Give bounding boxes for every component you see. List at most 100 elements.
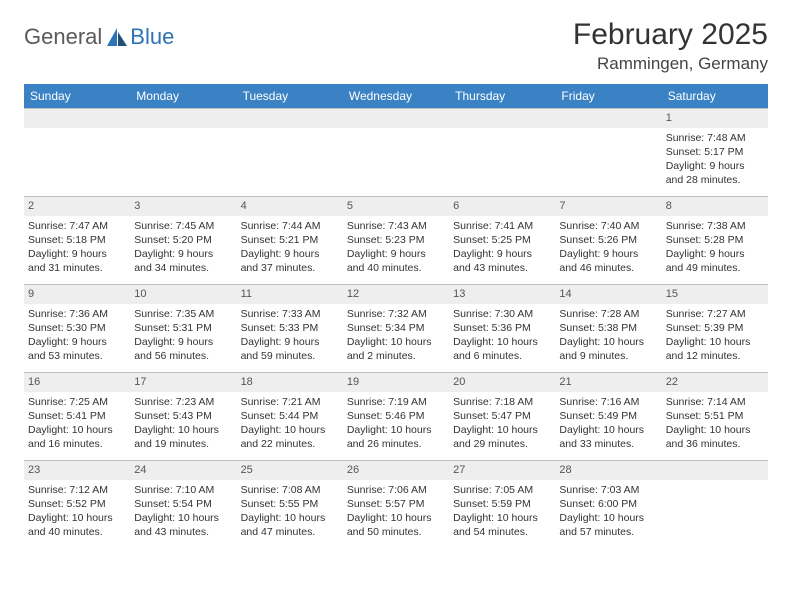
day-info-line: Daylight: 9 hours and 59 minutes. xyxy=(241,335,339,363)
day-info-line: Sunset: 5:34 PM xyxy=(347,321,445,335)
day-info-line: Sunrise: 7:41 AM xyxy=(453,219,551,233)
day-info-line: Daylight: 9 hours and 37 minutes. xyxy=(241,247,339,275)
day-number: 5 xyxy=(343,197,449,216)
day-info-line: Daylight: 10 hours and 22 minutes. xyxy=(241,423,339,451)
day-info-line: Daylight: 10 hours and 33 minutes. xyxy=(559,423,657,451)
day-info-line: Daylight: 9 hours and 49 minutes. xyxy=(666,247,764,275)
weekday-header: Thursday xyxy=(449,84,555,108)
day-info-line: Daylight: 9 hours and 43 minutes. xyxy=(453,247,551,275)
day-number xyxy=(237,109,343,128)
month-title: February 2025 xyxy=(573,18,768,52)
day-number: 25 xyxy=(237,461,343,480)
day-info-line: Sunset: 5:52 PM xyxy=(28,497,126,511)
day-info-line: Sunset: 5:36 PM xyxy=(453,321,551,335)
day-info-line: Sunset: 5:21 PM xyxy=(241,233,339,247)
day-info-line: Sunset: 5:43 PM xyxy=(134,409,232,423)
day-info-line: Sunset: 5:33 PM xyxy=(241,321,339,335)
day-info-line: Daylight: 10 hours and 43 minutes. xyxy=(134,511,232,539)
day-info-line: Sunrise: 7:16 AM xyxy=(559,395,657,409)
day-cell xyxy=(343,109,449,196)
day-info-line: Sunrise: 7:27 AM xyxy=(666,307,764,321)
day-number: 12 xyxy=(343,285,449,304)
day-cell: 20Sunrise: 7:18 AMSunset: 5:47 PMDayligh… xyxy=(449,373,555,460)
day-info-line: Daylight: 10 hours and 26 minutes. xyxy=(347,423,445,451)
day-cell: 11Sunrise: 7:33 AMSunset: 5:33 PMDayligh… xyxy=(237,285,343,372)
day-number: 18 xyxy=(237,373,343,392)
day-info-line: Sunrise: 7:36 AM xyxy=(28,307,126,321)
calendar-page: General Blue February 2025 Rammingen, Ge… xyxy=(0,0,792,548)
logo-text-general: General xyxy=(24,24,102,50)
week-row: 23Sunrise: 7:12 AMSunset: 5:52 PMDayligh… xyxy=(24,460,768,548)
day-info-line: Sunset: 5:57 PM xyxy=(347,497,445,511)
day-info-line: Sunset: 5:49 PM xyxy=(559,409,657,423)
day-info-line: Sunset: 5:41 PM xyxy=(28,409,126,423)
day-cell: 25 Sunrise: 7:08 AMSunset: 5:55 PMDayligh… xyxy=(237,461,343,548)
day-number: 1 xyxy=(662,109,768,128)
day-info-line: Sunset: 5:20 PM xyxy=(134,233,232,247)
title-block: February 2025 Rammingen, Germany xyxy=(573,18,768,74)
day-info-line: Sunrise: 7:25 AM xyxy=(28,395,126,409)
day-info-line: Sunrise: 7:14 AM xyxy=(666,395,764,409)
day-info-line: Daylight: 10 hours and 19 minutes. xyxy=(134,423,232,451)
logo: General Blue xyxy=(24,24,174,50)
day-number: 6 xyxy=(449,197,555,216)
day-number: 17 xyxy=(130,373,236,392)
day-number xyxy=(662,461,768,480)
day-info-line: Sunset: 5:47 PM xyxy=(453,409,551,423)
day-cell xyxy=(237,109,343,196)
day-info-line: Sunrise: 7:30 AM xyxy=(453,307,551,321)
day-info-line: Sunrise: 7:47 AM xyxy=(28,219,126,233)
day-number: 3 xyxy=(130,197,236,216)
day-number xyxy=(24,109,130,128)
day-cell: 8Sunrise: 7:38 AMSunset: 5:28 PMDaylight… xyxy=(662,197,768,284)
day-info-line: Daylight: 10 hours and 47 minutes. xyxy=(241,511,339,539)
day-info-line: Daylight: 9 hours and 56 minutes. xyxy=(134,335,232,363)
weekday-header: Saturday xyxy=(662,84,768,108)
day-info-line: Daylight: 10 hours and 57 minutes. xyxy=(559,511,657,539)
day-info-line: Daylight: 10 hours and 6 minutes. xyxy=(453,335,551,363)
day-info-line: Sunset: 5:51 PM xyxy=(666,409,764,423)
calendar-grid: Sunday Monday Tuesday Wednesday Thursday… xyxy=(24,84,768,548)
day-info-line: Sunset: 5:23 PM xyxy=(347,233,445,247)
weekday-header: Wednesday xyxy=(343,84,449,108)
day-number xyxy=(449,109,555,128)
day-number xyxy=(343,109,449,128)
day-info-line: Daylight: 10 hours and 16 minutes. xyxy=(28,423,126,451)
day-info-line: Sunrise: 7:33 AM xyxy=(241,307,339,321)
day-info-line: Sunrise: 7:05 AM xyxy=(453,483,551,497)
day-number: 9 xyxy=(24,285,130,304)
weekday-header: Friday xyxy=(555,84,661,108)
day-cell: 19Sunrise: 7:19 AMSunset: 5:46 PMDayligh… xyxy=(343,373,449,460)
day-info-line: Sunset: 5:26 PM xyxy=(559,233,657,247)
day-info-line: Sunrise: 7:08 AM xyxy=(241,483,339,497)
day-info-line: Sunset: 5:44 PM xyxy=(241,409,339,423)
day-cell: 26 Sunrise: 7:06 AMSunset: 5:57 PMDayligh… xyxy=(343,461,449,548)
day-info-line: Sunrise: 7:40 AM xyxy=(559,219,657,233)
day-cell: 18Sunrise: 7:21 AMSunset: 5:44 PMDayligh… xyxy=(237,373,343,460)
day-cell xyxy=(24,109,130,196)
day-cell xyxy=(662,461,768,548)
day-info-line: Daylight: 9 hours and 46 minutes. xyxy=(559,247,657,275)
day-cell: 9Sunrise: 7:36 AMSunset: 5:30 PMDaylight… xyxy=(24,285,130,372)
day-info-line: Sunrise: 7:10 AM xyxy=(134,483,232,497)
weekday-header: Monday xyxy=(130,84,236,108)
day-info-line: Sunset: 5:55 PM xyxy=(241,497,339,511)
week-row: 1Sunrise: 7:48 AMSunset: 5:17 PMDaylight… xyxy=(24,108,768,196)
day-info-line: Daylight: 10 hours and 50 minutes. xyxy=(347,511,445,539)
day-info-line: Sunrise: 7:06 AM xyxy=(347,483,445,497)
day-info-line: Sunset: 5:17 PM xyxy=(666,145,764,159)
day-cell: 23Sunrise: 7:12 AMSunset: 5:52 PMDayligh… xyxy=(24,461,130,548)
page-header: General Blue February 2025 Rammingen, Ge… xyxy=(24,18,768,74)
day-cell: 22Sunrise: 7:14 AMSunset: 5:51 PMDayligh… xyxy=(662,373,768,460)
day-cell: 4Sunrise: 7:44 AMSunset: 5:21 PMDaylight… xyxy=(237,197,343,284)
day-number: 28 xyxy=(555,461,661,480)
day-info-line: Sunrise: 7:19 AM xyxy=(347,395,445,409)
day-cell: 28Sunrise: 7:03 AMSunset: 6:00 PMDayligh… xyxy=(555,461,661,548)
day-cell: 15Sunrise: 7:27 AMSunset: 5:39 PMDayligh… xyxy=(662,285,768,372)
day-info-line: Sunset: 5:18 PM xyxy=(28,233,126,247)
day-number: 23 xyxy=(24,461,130,480)
day-info-line: Daylight: 10 hours and 40 minutes. xyxy=(28,511,126,539)
day-info-line: Daylight: 10 hours and 9 minutes. xyxy=(559,335,657,363)
day-number: 26 xyxy=(343,461,449,480)
day-info-line: Sunset: 5:38 PM xyxy=(559,321,657,335)
